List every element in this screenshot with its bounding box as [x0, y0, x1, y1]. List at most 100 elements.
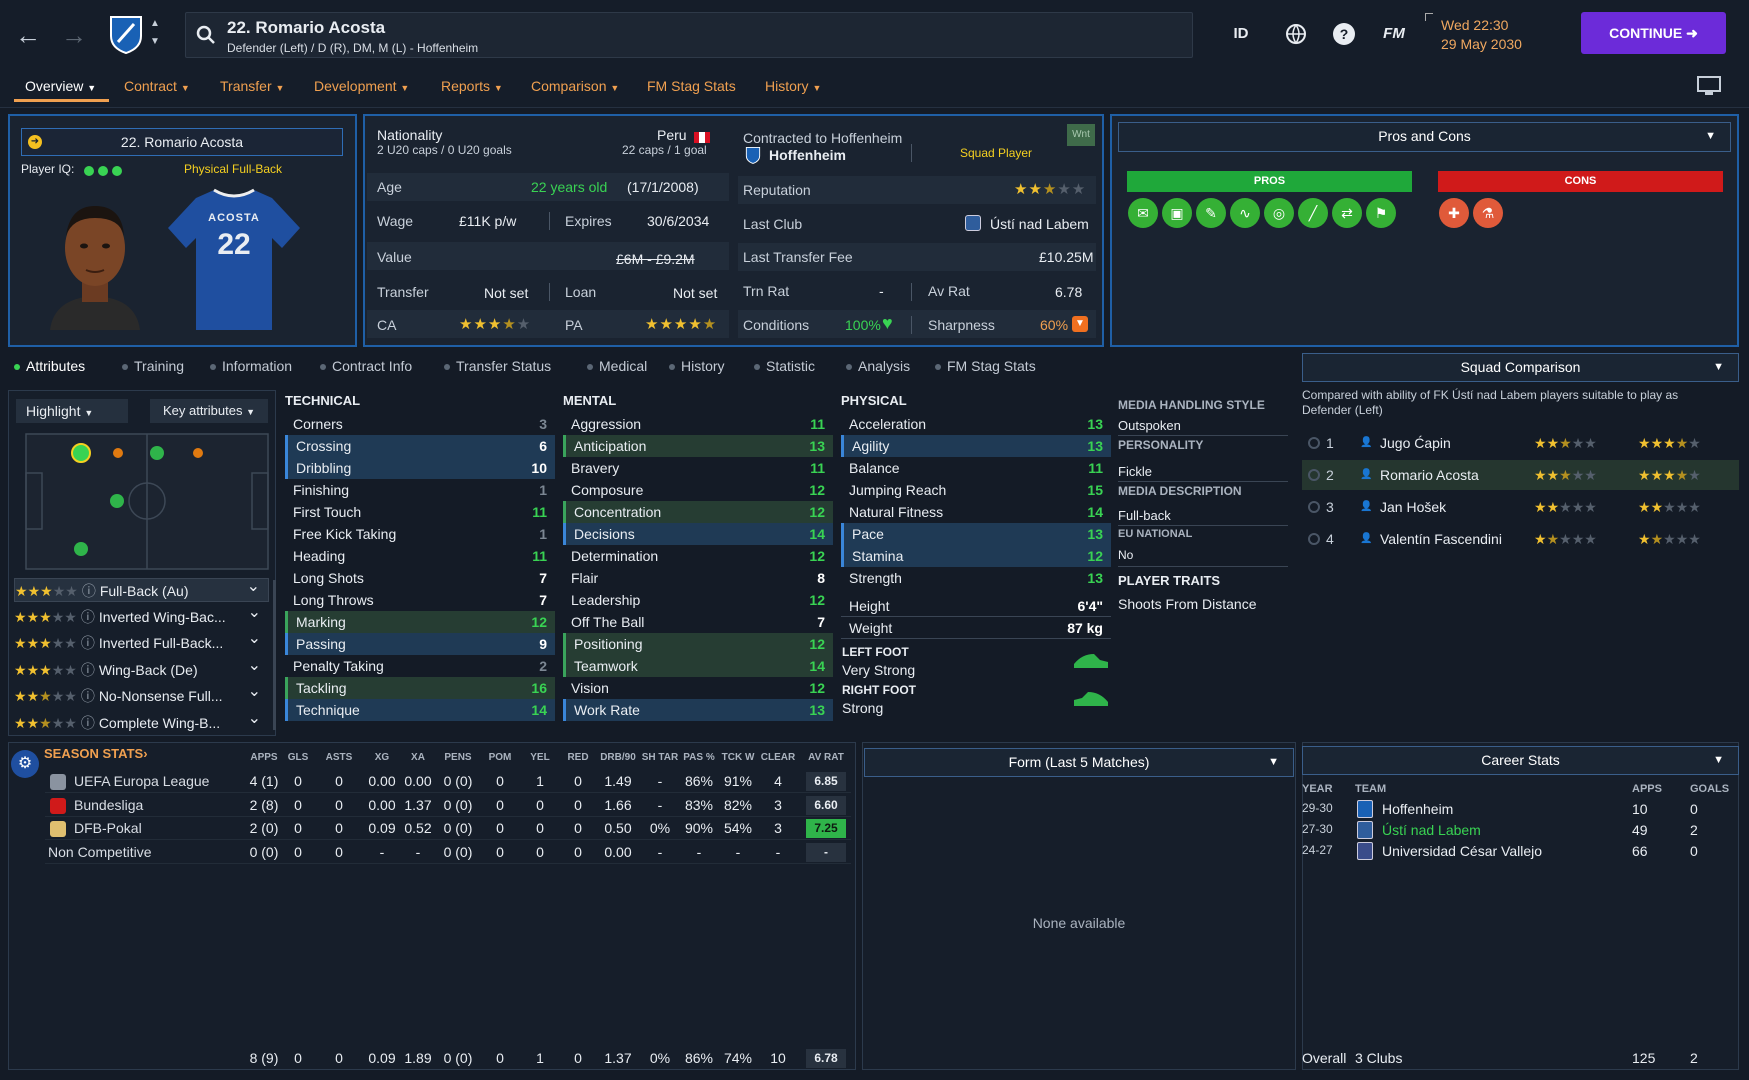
season-col-header[interactable]: AV RAT	[808, 752, 844, 763]
season-row[interactable]	[45, 771, 851, 793]
tab-reports[interactable]: Reports ▼	[441, 78, 503, 94]
back-arrow-icon[interactable]: ←	[15, 20, 41, 50]
competition-name[interactable]: Non Competitive	[48, 843, 152, 860]
squad-row[interactable]: 3 👤 Jan Hošek ★★★★★ ★★★★★	[1302, 492, 1739, 522]
season-col-header[interactable]: SH TAR	[641, 752, 679, 763]
subtab-analysis[interactable]: Analysis	[846, 358, 910, 374]
target-icon[interactable]: ◎	[1264, 198, 1294, 228]
roles-scrollbar[interactable]	[273, 580, 276, 730]
subtab-history[interactable]: History	[669, 358, 725, 374]
career-team[interactable]: Hoffenheim	[1382, 801, 1454, 817]
contract-icon[interactable]: ✎	[1196, 198, 1226, 228]
highlight-dropdown[interactable]: Highlight ▼	[16, 399, 128, 423]
career-col-header[interactable]: TEAM	[1355, 783, 1387, 795]
season-stats-title[interactable]: SEASON STATS›	[44, 746, 148, 761]
subtab-training[interactable]: Training	[122, 358, 184, 374]
season-row[interactable]	[45, 842, 851, 864]
last-club-value[interactable]: Ústí nad Labem	[990, 216, 1089, 232]
id-button[interactable]: ID	[1233, 25, 1249, 42]
competition-name[interactable]: DFB-Pokal	[74, 820, 142, 836]
globe-icon[interactable]	[1284, 22, 1308, 46]
club-switch-down-icon[interactable]: ▼	[150, 36, 160, 47]
season-col-header[interactable]: DRB/90	[600, 752, 636, 763]
info-icon[interactable]: ⓘ	[80, 608, 95, 625]
info-icon[interactable]: ⓘ	[80, 635, 95, 651]
position-pitch[interactable]	[25, 433, 269, 570]
subtab-contract-info[interactable]: Contract Info	[320, 358, 412, 374]
handshake-icon[interactable]: ⇄	[1332, 198, 1362, 228]
form-dropdown[interactable]: Form (Last 5 Matches) ▼	[864, 748, 1294, 777]
season-col-header[interactable]: POM	[488, 752, 512, 763]
tab-comparison[interactable]: Comparison ▼	[531, 78, 619, 94]
forward-arrow-icon[interactable]: →	[61, 20, 87, 50]
role-row[interactable]: ★★★★★ ⓘ Inverted Wing-Bac... ⌄	[14, 604, 269, 629]
fm-menu-button[interactable]: FM	[1383, 25, 1405, 42]
tab-fm-stag-stats[interactable]: FM Stag Stats	[647, 78, 736, 94]
info-icon[interactable]: ⓘ	[80, 688, 95, 704]
squad-player-name[interactable]: Romario Acosta	[1380, 467, 1479, 483]
key-attributes-dropdown[interactable]: Key attributes ▼	[150, 399, 268, 423]
career-col-header[interactable]: APPS	[1632, 783, 1662, 795]
role-row[interactable]: ★★★★★ ⓘ Full-Back (Au) ⌄	[14, 578, 269, 602]
help-icon[interactable]: ?	[1333, 23, 1355, 45]
search-bar[interactable]: 22. Romario Acosta Defender (Left) / D (…	[185, 12, 1193, 58]
competition-name[interactable]: UEFA Europa League	[74, 773, 210, 789]
role-row[interactable]: ★★★★★ ⓘ Complete Wing-B... ⌄	[14, 710, 269, 735]
season-col-header[interactable]: APPS	[250, 752, 278, 763]
season-col-header[interactable]: PAS %	[683, 752, 715, 763]
flask-icon[interactable]: ⚗	[1473, 198, 1503, 228]
tab-history[interactable]: History ▼	[765, 78, 821, 94]
tab-contract[interactable]: Contract ▼	[124, 78, 190, 94]
career-team[interactable]: Universidad César Vallejo	[1382, 843, 1543, 859]
role-row[interactable]: ★★★★★ ⓘ Inverted Full-Back... ⌄	[14, 630, 269, 655]
club-switch-up-icon[interactable]: ▲	[150, 18, 160, 29]
monitor-icon[interactable]	[1697, 76, 1721, 96]
squad-row[interactable]: 1 👤 Jugo Ćapin ★★★★★ ★★★★★	[1302, 428, 1739, 458]
hoffenheim-crest-icon[interactable]	[108, 14, 144, 54]
tab-transfer[interactable]: Transfer ▼	[220, 78, 284, 94]
subtab-statistic[interactable]: Statistic	[754, 358, 815, 374]
competition-name[interactable]: Bundesliga	[74, 796, 144, 813]
injury-icon[interactable]: ✚	[1439, 198, 1469, 228]
squad-player-name[interactable]: Valentín Fascendini	[1380, 531, 1502, 547]
season-col-header[interactable]: PENS	[444, 752, 472, 763]
subtab-medical[interactable]: Medical	[587, 358, 647, 374]
squad-player-name[interactable]: Jan Hošek	[1380, 499, 1447, 515]
role-row[interactable]: ★★★★★ ⓘ Wing-Back (De) ⌄	[14, 657, 269, 682]
season-col-header[interactable]: CLEAR	[760, 752, 796, 763]
tab-overview[interactable]: Overview ▼	[25, 78, 96, 94]
game-date[interactable]: Wed 22:30 29 May 2030	[1425, 13, 1522, 54]
speech-icon[interactable]: ✉	[1128, 198, 1158, 228]
career-team[interactable]: Ústí nad Labem	[1382, 822, 1481, 838]
season-col-header[interactable]: ASTS	[325, 752, 353, 763]
radio-icon[interactable]	[1308, 437, 1320, 449]
info-icon[interactable]: ⓘ	[80, 714, 95, 731]
career-col-header[interactable]: YEAR	[1302, 783, 1333, 795]
subtab-information[interactable]: Information	[210, 358, 292, 374]
subtab-transfer-status[interactable]: Transfer Status	[444, 358, 551, 374]
flag-icon[interactable]: ⚑	[1366, 198, 1396, 228]
season-row[interactable]	[45, 818, 851, 840]
pros-cons-dropdown[interactable]: Pros and Cons ▼	[1118, 122, 1731, 152]
season-col-header[interactable]: XG	[374, 752, 390, 763]
squad-comparison-dropdown[interactable]: Squad Comparison ▼	[1302, 353, 1739, 382]
squad-player-name[interactable]: Jugo Ćapin	[1380, 435, 1451, 451]
squad-row[interactable]: 2 👤 Romario Acosta ★★★★★ ★★★★★	[1302, 460, 1739, 490]
settings-gear-icon[interactable]: ⚙	[11, 750, 39, 778]
subtab-attributes[interactable]: Attributes	[14, 358, 85, 374]
subtab-fm-stag-stats[interactable]: FM Stag Stats	[935, 358, 1036, 374]
flexibility-icon[interactable]: ∿	[1230, 198, 1260, 228]
wnt-badge[interactable]: Wnt	[1067, 124, 1095, 146]
contract-club[interactable]: Hoffenheim	[769, 147, 846, 163]
squad-row[interactable]: 4 👤 Valentín Fascendini ★★★★★ ★★★★★	[1302, 524, 1739, 554]
season-col-header[interactable]: TCK W	[721, 752, 755, 763]
info-icon[interactable]: ⓘ	[81, 583, 96, 599]
season-col-header[interactable]: RED	[567, 752, 589, 763]
tab-development[interactable]: Development ▼	[314, 78, 409, 94]
season-row[interactable]	[45, 795, 851, 817]
career-dropdown[interactable]: Career Stats ▼	[1302, 746, 1739, 775]
radio-icon[interactable]	[1308, 469, 1320, 481]
radio-icon[interactable]	[1308, 501, 1320, 513]
continue-button[interactable]: CONTINUE ➜	[1581, 12, 1726, 54]
season-col-header[interactable]: YEL	[530, 752, 550, 763]
